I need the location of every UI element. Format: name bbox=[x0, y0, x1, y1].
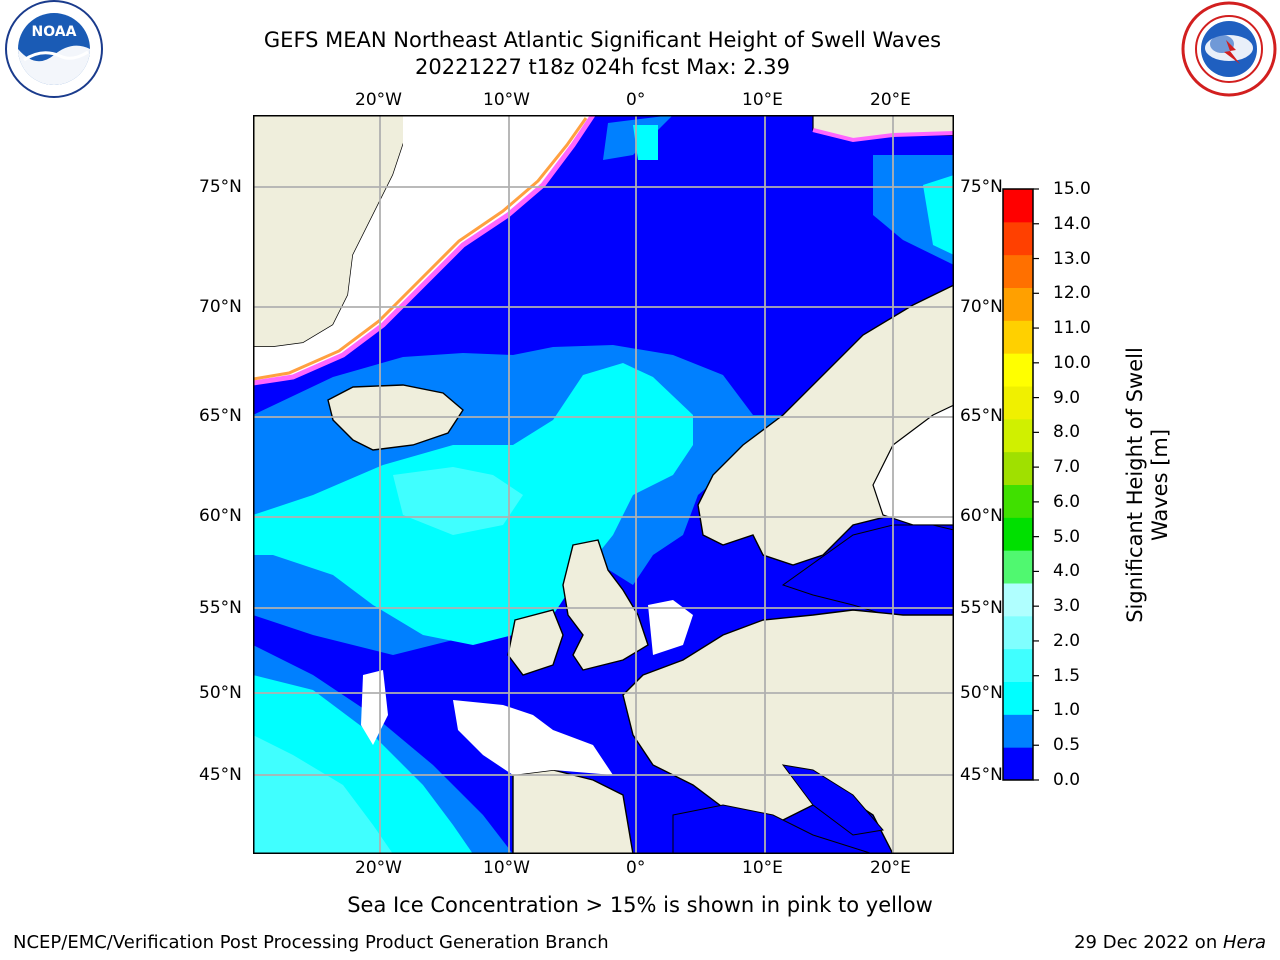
swell-height-map bbox=[253, 115, 954, 854]
lon-label-top: 10°W bbox=[483, 90, 530, 110]
date-text: 29 Dec 2022 on Hera bbox=[1074, 932, 1266, 954]
machine-name: Hera bbox=[1222, 932, 1266, 953]
colorbar-tick-label: 1.0 bbox=[1053, 700, 1081, 721]
swell-zone-1.0-barents bbox=[923, 175, 954, 255]
lat-label-right: 70°N bbox=[960, 297, 1003, 317]
noaa-logo: NOAA bbox=[5, 0, 103, 98]
colorbar-segment bbox=[1003, 353, 1033, 387]
lat-label-right: 50°N bbox=[960, 683, 1003, 703]
sea-ice-edge-orange bbox=[253, 117, 588, 381]
lon-label-top: 10°E bbox=[742, 90, 783, 110]
continental-europe-land bbox=[622, 609, 954, 854]
colorbar-segment bbox=[1003, 681, 1033, 715]
colorbar-label-line2: Waves [m] bbox=[1148, 428, 1172, 542]
no-swell-patch-west bbox=[361, 670, 388, 745]
lat-label-left: 75°N bbox=[199, 177, 242, 197]
colorbar-tick-label: 4.0 bbox=[1053, 561, 1081, 582]
colorbar-segment bbox=[1003, 451, 1033, 485]
colorbar-segment bbox=[1003, 583, 1033, 617]
colorbar-segment bbox=[1003, 714, 1033, 748]
bay-of-biscay bbox=[453, 700, 613, 775]
colorbar-tick-label: 13.0 bbox=[1053, 248, 1091, 269]
lon-label-top: 0° bbox=[626, 90, 646, 110]
mediterranean-sea bbox=[672, 804, 874, 854]
colorbar-segment bbox=[1003, 615, 1033, 650]
colorbar-tick-label: 12.0 bbox=[1053, 283, 1091, 304]
colorbar-tick-label: 7.0 bbox=[1053, 457, 1081, 478]
colorbar-tick-label: 15.0 bbox=[1053, 179, 1091, 199]
graticule bbox=[253, 115, 954, 854]
lat-label-left: 45°N bbox=[199, 765, 242, 785]
colorbar-tick-label: 3.0 bbox=[1053, 596, 1081, 617]
map-title-line1: GEFS MEAN Northeast Atlantic Significant… bbox=[263, 28, 942, 52]
colorbar-tick-label: 0.5 bbox=[1053, 735, 1081, 756]
colorbar-segment bbox=[1003, 517, 1033, 551]
colorbar bbox=[1002, 188, 1039, 781]
colorbar-tick-label: 14.0 bbox=[1053, 213, 1091, 234]
greenland-ice-coast bbox=[253, 115, 593, 383]
lon-label-bottom: 10°W bbox=[483, 858, 530, 878]
lat-label-left: 65°N bbox=[199, 406, 242, 426]
colorbar-segment bbox=[1003, 747, 1033, 781]
swell-zone-1.5-south bbox=[253, 735, 393, 854]
lat-label-right: 55°N bbox=[960, 598, 1003, 618]
colorbar-segment bbox=[1003, 221, 1033, 256]
colorbar-segment bbox=[1003, 418, 1033, 453]
lat-label-right: 45°N bbox=[960, 765, 1003, 785]
adriatic-sea bbox=[781, 764, 884, 836]
colorbar-tick-label: 5.0 bbox=[1053, 526, 1081, 547]
swell-zone-1.5 bbox=[393, 467, 523, 535]
lat-label-right: 60°N bbox=[960, 506, 1003, 526]
swell-zone-1.0-north bbox=[633, 125, 658, 160]
colorbar-segment bbox=[1003, 189, 1033, 223]
lon-label-bottom: 20°W bbox=[355, 858, 402, 878]
colorbar-tick-label: 8.0 bbox=[1053, 422, 1081, 443]
lon-label-bottom: 20°E bbox=[870, 858, 911, 878]
colorbar-tick-label: 9.0 bbox=[1053, 387, 1081, 408]
sea-ice-note: Sea Ice Concentration > 15% is shown in … bbox=[347, 893, 933, 917]
colorbar-tick-label: 2.0 bbox=[1053, 630, 1081, 651]
lon-label-bottom: 0° bbox=[626, 858, 646, 878]
ireland-land bbox=[507, 609, 564, 676]
colorbar-segment bbox=[1003, 386, 1033, 420]
great-britain-land bbox=[562, 539, 649, 671]
north-sea-patch bbox=[648, 600, 693, 655]
date-value: 29 Dec 2022 on bbox=[1074, 932, 1223, 953]
colorbar-segment bbox=[1003, 484, 1033, 518]
credit-text: NCEP/EMC/Verification Post Processing Pr… bbox=[13, 932, 609, 953]
colorbar-segment bbox=[1003, 648, 1033, 682]
colorbar-tick-label: 0.0 bbox=[1053, 770, 1081, 790]
svalbard-ice-edge bbox=[812, 128, 954, 143]
sea-ice-edge bbox=[253, 115, 596, 386]
colorbar-segment bbox=[1003, 320, 1033, 354]
colorbar-segment bbox=[1003, 287, 1033, 321]
lat-label-left: 50°N bbox=[199, 683, 242, 703]
colorbar-tick-label: 10.0 bbox=[1053, 352, 1091, 373]
lat-label-right: 75°N bbox=[960, 177, 1003, 197]
lat-label-left: 70°N bbox=[199, 297, 242, 317]
lon-label-top: 20°E bbox=[870, 90, 911, 110]
lat-label-right: 65°N bbox=[960, 406, 1003, 426]
lon-label-bottom: 10°E bbox=[742, 858, 783, 878]
colorbar-tick-label: 6.0 bbox=[1053, 491, 1081, 512]
lon-label-top: 20°W bbox=[355, 90, 402, 110]
colorbar-label-line1: Significant Height of Swell bbox=[1123, 347, 1147, 623]
colorbar-segment bbox=[1003, 550, 1033, 584]
lat-label-left: 60°N bbox=[199, 506, 242, 526]
nws-logo bbox=[1181, 1, 1277, 97]
map-frame bbox=[253, 115, 954, 854]
map-title-line2: 20221227 t18z 024h fcst Max: 2.39 bbox=[415, 55, 790, 79]
colorbar-tick-label: 11.0 bbox=[1053, 318, 1091, 339]
colorbar-segment bbox=[1003, 254, 1033, 288]
noaa-logo-text: NOAA bbox=[32, 24, 77, 40]
lat-label-left: 55°N bbox=[199, 598, 242, 618]
colorbar-tick-label: 1.5 bbox=[1053, 665, 1081, 686]
